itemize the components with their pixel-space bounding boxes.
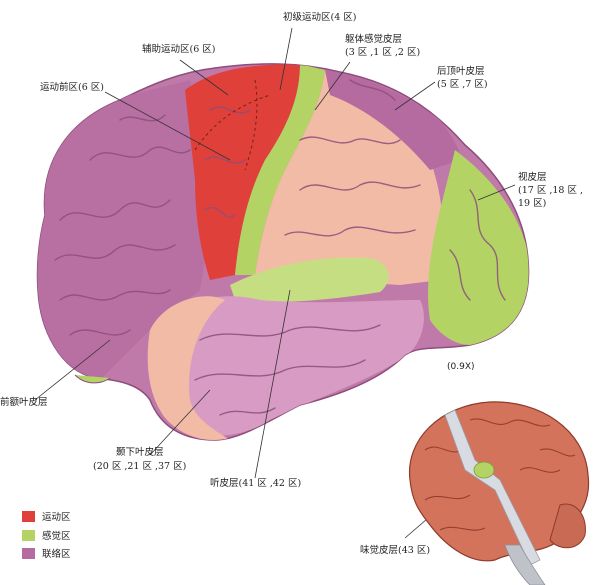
label-posterior-parietal-1: 后顶叶皮层 <box>437 66 485 77</box>
leader-auditory <box>254 289 291 479</box>
leader-inferior-temporal <box>149 389 211 456</box>
label-inferior-temporal-2: (20 区 ,21 区 ,37 区) <box>93 461 187 472</box>
prefrontal-region <box>37 80 215 380</box>
label-inferior-temporal-1: 颞下叶皮层 <box>116 447 164 458</box>
legend-item-sensory: 感觉区 <box>22 528 71 542</box>
leader-supplementary-motor <box>179 59 229 96</box>
leader-prefrontal <box>34 339 111 401</box>
leader-visual <box>477 184 516 201</box>
label-somatosensory-2: (3 区 ,1 区 ,2 区) <box>345 47 421 58</box>
small-brain-inset <box>408 401 590 585</box>
legend-swatch <box>22 510 35 522</box>
posterior-parietal-region <box>325 70 460 170</box>
scale-label: (0.9X) <box>447 362 475 372</box>
legend-swatch <box>22 529 35 541</box>
label-prefrontal: 前额叶皮层 <box>0 397 48 408</box>
label-visual-1: 视皮层 <box>518 172 547 183</box>
label-gustatory: 味觉皮层(43 区) <box>360 545 431 556</box>
label-somatosensory-1: 躯体感觉皮层 <box>345 34 403 45</box>
legend-label: 感觉区 <box>42 531 71 542</box>
supplementary-motor-boundary <box>194 94 271 151</box>
label-supplementary-motor: 辅助运动区(6 区) <box>142 44 216 55</box>
legend-label: 联络区 <box>42 549 71 560</box>
legend-item-association: 联络区 <box>22 546 71 560</box>
label-premotor: 运动前区(6 区) <box>40 82 104 93</box>
leader-posterior-parietal <box>394 81 436 111</box>
brainstem-tip <box>74 374 111 384</box>
label-primary-motor: 初级运动区(4 区) <box>283 12 357 23</box>
leader-premotor <box>104 91 231 161</box>
label-auditory: 听皮层(41 区 ,42 区) <box>210 478 302 489</box>
legend-item-motor: 运动区 <box>22 509 71 523</box>
legend-swatch <box>22 547 35 559</box>
leader-primary-motor <box>279 27 293 91</box>
parietal-region <box>255 70 443 285</box>
motor-region <box>185 64 300 280</box>
auditory-region <box>230 257 389 303</box>
label-posterior-parietal-2: (5 区 ,7 区) <box>437 79 488 90</box>
leader-somatosensory <box>314 61 351 111</box>
somatosensory-region <box>235 64 325 275</box>
label-visual-2: (17 区 ,18 区 , <box>518 185 584 196</box>
visual-region <box>428 150 529 345</box>
inferior-temporal-stripe <box>147 296 230 441</box>
label-visual-3: 19 区) <box>518 198 547 209</box>
legend-label: 运动区 <box>42 512 71 523</box>
